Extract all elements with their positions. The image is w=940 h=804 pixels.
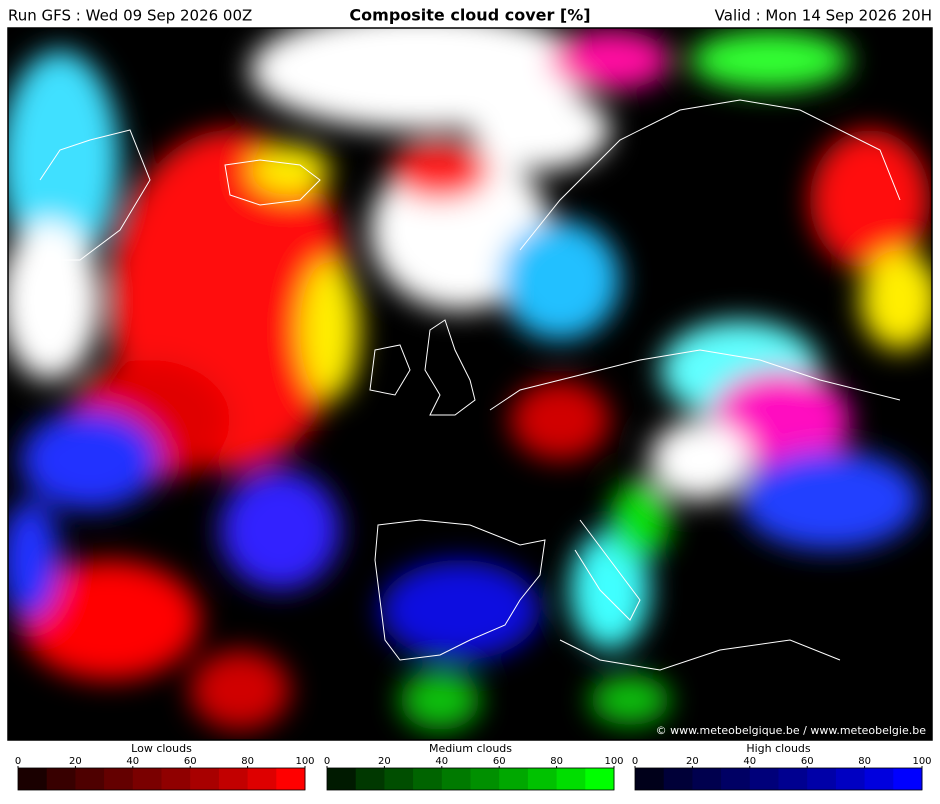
legend-swatch (470, 768, 500, 790)
cloud-blob (400, 670, 480, 730)
legend-swatch (721, 768, 751, 790)
legend-tick-label: 100 (295, 756, 314, 767)
legend-swatch (864, 768, 894, 790)
legend-tick-label: 80 (858, 756, 871, 767)
run-label: Run GFS : Wed 09 Sep 2026 00Z (8, 7, 252, 25)
legend-tick-label: 80 (241, 756, 254, 767)
cloud-blob (20, 410, 160, 510)
coastlines (39, 99, 901, 671)
britain-outline (424, 319, 476, 416)
legend-tick-label: 40 (743, 756, 756, 767)
legend-swatch (749, 768, 779, 790)
cloud-blob (380, 560, 540, 660)
legend-tick-label: 100 (604, 756, 623, 767)
cloud-blob (550, 30, 670, 90)
legend-swatch (413, 768, 443, 790)
copyright: © www.meteobelgique.be / www.meteobelgie… (656, 724, 927, 737)
legend-swatch (276, 768, 306, 790)
cloud-blob (810, 130, 930, 270)
legend-tick-label: 20 (69, 756, 82, 767)
cloud-blob (190, 650, 290, 730)
legend-title: High clouds (746, 742, 811, 755)
legend-swatch (75, 768, 105, 790)
cloud-field (8, 28, 932, 730)
ireland-outline (369, 344, 411, 396)
legend-swatch (556, 768, 586, 790)
iberia-outline (374, 519, 546, 661)
legend-tick-label: 20 (686, 756, 699, 767)
cloud-blob (650, 420, 750, 500)
cloud-blob (860, 250, 932, 350)
legend-swatch (18, 768, 48, 790)
legend-swatch (778, 768, 808, 790)
legend-swatch (585, 768, 615, 790)
legend-title: Medium clouds (429, 742, 512, 755)
legend-swatch (46, 768, 76, 790)
legend-frame (634, 767, 923, 791)
scandinavia-outline (519, 99, 901, 251)
cloud-blob (690, 30, 850, 90)
legend-tick-label: 0 (15, 756, 21, 767)
map: © www.meteobelgique.be / www.meteobelgie… (8, 28, 932, 740)
legend-swatch (327, 768, 357, 790)
cloud-blob (220, 470, 340, 590)
legend-tick-label: 0 (632, 756, 638, 767)
greenland-outline (39, 129, 151, 261)
cloud-blob (590, 675, 670, 725)
legend-title: Low clouds (131, 742, 192, 755)
legend-frame (326, 767, 615, 791)
legend-swatch (835, 768, 866, 790)
legend-tick-label: 40 (435, 756, 448, 767)
cloud-blob (470, 90, 610, 170)
legend-frame (17, 767, 306, 791)
legend-swatch (441, 768, 471, 790)
continent-outline (489, 349, 901, 411)
iceland-outline (224, 159, 321, 206)
italy-outline (574, 519, 641, 621)
legend-tick-label: 40 (126, 756, 139, 767)
legend-swatch (104, 768, 134, 790)
cloud-blob (610, 480, 670, 560)
legend-swatch (692, 768, 722, 790)
legend-swatch (499, 768, 529, 790)
legend-swatch (218, 768, 249, 790)
legend-swatch (355, 768, 385, 790)
legend-swatch (161, 768, 191, 790)
cloud-blob (300, 260, 360, 400)
africa-outline (559, 639, 841, 671)
valid-label: Valid : Mon 14 Sep 2026 20H (715, 7, 932, 25)
cloud-blob (740, 450, 920, 550)
cloud-blob (20, 560, 200, 680)
legend-swatch (635, 768, 665, 790)
legend-swatch (527, 768, 558, 790)
cloud-blob (500, 220, 620, 340)
legend-swatch (384, 768, 414, 790)
cloud-blob (8, 50, 120, 270)
legend-swatch (893, 768, 923, 790)
legend-tick-label: 60 (184, 756, 197, 767)
cloud-blob (390, 140, 490, 200)
legend-tick-label: 80 (550, 756, 563, 767)
legend-swatch (132, 768, 162, 790)
legend-tick-label: 60 (493, 756, 506, 767)
legend-tick-label: 60 (801, 756, 814, 767)
map-frame (7, 27, 933, 741)
legend-tick-label: 20 (378, 756, 391, 767)
legend-swatch (663, 768, 693, 790)
map-title: Composite cloud cover [%] (349, 6, 590, 25)
cloud-blob (250, 145, 330, 195)
legend-tick-label: 100 (912, 756, 931, 767)
legends: Low clouds 0 20 40 60 80 100 Medium clouds 0 20 40… (15, 742, 932, 791)
legend-tick-label: 0 (324, 756, 330, 767)
legend-swatch (247, 768, 277, 790)
cloud-blob (8, 500, 60, 620)
legend-swatch (190, 768, 220, 790)
legend-swatch (807, 768, 837, 790)
cloud-blob (8, 220, 100, 380)
cloud-blob (510, 380, 610, 460)
